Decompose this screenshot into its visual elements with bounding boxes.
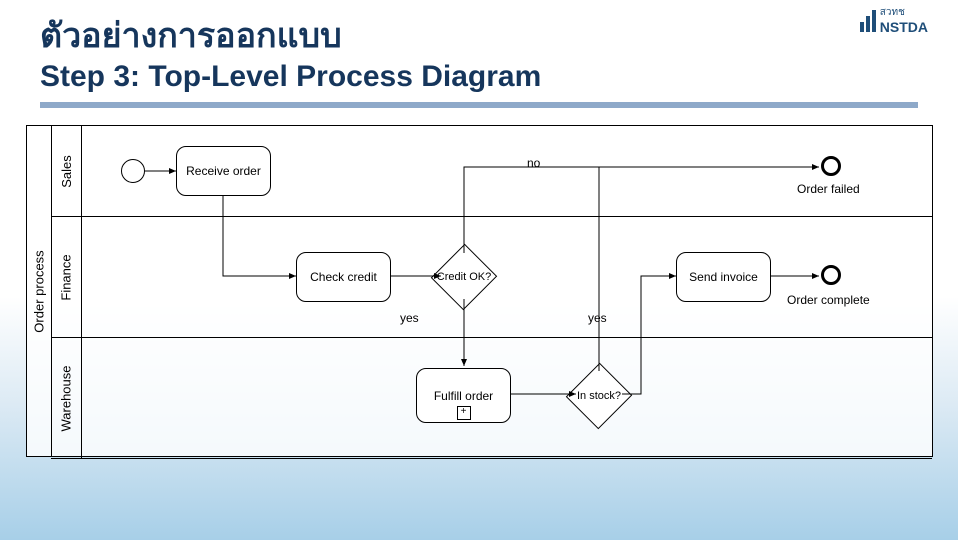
header: ตัวอย่างการออกแบบ Step 3: Top-Level Proc…: [40, 8, 918, 94]
lane-warehouse: Warehouse Fulfill order + In stock?: [51, 338, 932, 459]
lane-label-warehouse: Warehouse: [51, 338, 82, 458]
task-check-credit: Check credit: [296, 252, 391, 302]
lane-body-warehouse: Fulfill order + In stock?: [81, 338, 932, 458]
lane-finance: Finance Check credit Credit OK? Send inv…: [51, 217, 932, 338]
gateway-in-stock: In stock?: [576, 373, 622, 419]
edge-label-yes2: yes: [588, 311, 607, 325]
start-event: [121, 159, 145, 183]
lane-label-sales: Sales: [51, 126, 82, 216]
subprocess-marker-icon: +: [457, 406, 471, 420]
slide: สวทช NSTDA ตัวอย่างการออกแบบ Step 3: Top…: [0, 0, 958, 540]
edge-label-yes1: yes: [400, 311, 419, 325]
task-receive-order: Receive order: [176, 146, 271, 196]
end-label-complete: Order complete: [787, 293, 870, 307]
title-sub: Step 3: Top-Level Process Diagram: [40, 60, 918, 94]
lane-label-finance: Finance: [51, 217, 82, 337]
gateway-credit-ok: Credit OK?: [441, 254, 487, 300]
edge-label-no: no: [527, 156, 540, 170]
task-fulfill-order: Fulfill order +: [416, 368, 511, 423]
end-event-failed: [821, 156, 841, 176]
lanes: Sales Receive order Order failed Finance: [51, 126, 932, 456]
lane-body-finance: Check credit Credit OK? Send invoice Ord…: [81, 217, 932, 337]
end-event-complete: [821, 265, 841, 285]
task-send-invoice: Send invoice: [676, 252, 771, 302]
end-label-failed: Order failed: [797, 182, 860, 196]
lane-body-sales: Receive order Order failed: [81, 126, 932, 216]
pool-label: Order process: [32, 250, 47, 332]
pool: Order process Sales Receive order Order …: [26, 125, 933, 457]
title-underline: [40, 102, 918, 108]
pool-label-container: Order process: [27, 126, 52, 456]
title-thai: ตัวอย่างการออกแบบ: [40, 8, 918, 62]
lane-sales: Sales Receive order Order failed: [51, 126, 932, 217]
